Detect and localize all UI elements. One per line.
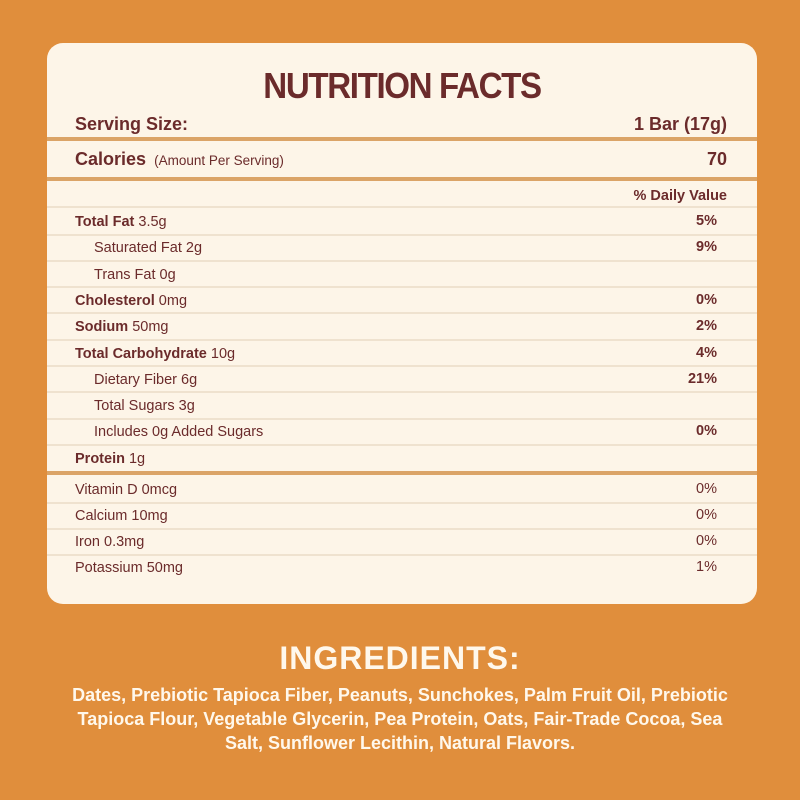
vitamin-name: Calcium 10mg: [75, 508, 168, 524]
vitamin-row: Calcium 10mg 0%: [47, 503, 757, 529]
nutrient-name: Cholesterol 0mg: [75, 292, 188, 309]
nutrient-name: Dietary Fiber 6g: [94, 371, 198, 388]
divider: [47, 553, 757, 556]
nutrient-dv: 9%: [696, 239, 717, 256]
nutrition-facts-panel: NUTRITION FACTS Serving Size: 1 Bar (17g…: [47, 43, 757, 604]
nutrient-dv: 0%: [696, 291, 717, 308]
vitamin-row: Vitamin D 0mcg 0%: [47, 477, 757, 503]
calories-value: 70: [706, 149, 727, 169]
nutrient-row: Dietary Fiber 6g 21%: [47, 367, 757, 393]
nutrient-name: Total Carbohydrate 10g: [75, 345, 236, 362]
nutrient-row: Sodium 50mg 2%: [47, 314, 757, 340]
nutrient-dv: 0%: [696, 423, 717, 440]
divider: [47, 471, 757, 475]
nutrition-title: NUTRITION FACTS: [263, 65, 542, 106]
divider: [47, 137, 757, 141]
nutrient-name: Total Fat 3.5g: [75, 214, 167, 230]
nutrient-dv: 2%: [696, 318, 717, 335]
vitamin-dv: 0%: [696, 533, 717, 549]
nutrient-name: Trans Fat 0g: [94, 266, 176, 283]
vitamin-dv: 0%: [696, 481, 717, 497]
vitamin-row: Iron 0.3mg 0%: [47, 529, 757, 555]
serving-size-label: Serving Size:: [75, 114, 189, 134]
divider: [47, 177, 757, 181]
divider: [47, 233, 757, 236]
nutrient-row: Trans Fat 0g: [47, 262, 757, 288]
divider: [47, 527, 757, 530]
vitamin-dv: 1%: [696, 559, 717, 575]
ingredients-text: Dates, Prebiotic Tapioca Fiber, Peanuts,…: [72, 685, 728, 753]
nutrient-row: Protein 1g: [47, 446, 757, 472]
nutrient-row: Cholesterol 0mg 0%: [47, 288, 757, 314]
nutrient-row: Total Carbohydrate 10g 4%: [47, 341, 757, 367]
divider: [47, 206, 757, 208]
vitamin-name: Vitamin D 0mcg: [75, 482, 178, 498]
divider: [47, 338, 757, 341]
nutrient-name: Total Sugars 3g: [94, 398, 195, 415]
ingredients-title: INGREDIENTS:: [279, 640, 521, 676]
divider: [47, 259, 757, 262]
vitamin-name: Potassium 50mg: [75, 560, 183, 576]
divider: [47, 501, 757, 504]
divider: [47, 312, 757, 315]
nutrient-row: Includes 0g Added Sugars 0%: [47, 419, 757, 445]
daily-value-header-row: % Daily Value: [47, 184, 757, 210]
nutrient-row: Total Sugars 3g: [47, 393, 757, 419]
vitamin-name: Iron 0.3mg: [75, 534, 145, 550]
daily-value-header: % Daily Value: [633, 188, 728, 204]
serving-size-value: 1 Bar (17g): [633, 114, 727, 134]
nutrient-name: Protein 1g: [75, 450, 146, 467]
nutrient-row: Total Fat 3.5g 5%: [47, 209, 757, 235]
divider: [47, 417, 757, 420]
nutrient-name: Sodium 50mg: [75, 319, 169, 336]
calories-label: Calories: [75, 149, 147, 169]
divider: [47, 391, 757, 394]
nutrient-name: Saturated Fat 2g: [94, 240, 203, 257]
calories-row: Calories (Amount Per Serving) 70: [47, 146, 757, 172]
vitamin-dv: 0%: [696, 507, 717, 523]
vitamin-row: Potassium 50mg 1%: [47, 555, 757, 581]
nutrient-name: Includes 0g Added Sugars: [94, 424, 264, 441]
nutrient-dv: 21%: [687, 370, 717, 387]
nutrient-dv: 5%: [696, 213, 717, 229]
serving-size-row: Serving Size: 1 Bar (17g): [47, 109, 757, 135]
nutrient-dv: 4%: [696, 344, 717, 361]
calories-note: (Amount Per Serving): [154, 153, 284, 168]
divider: [47, 443, 757, 446]
divider: [47, 286, 757, 289]
nutrient-row: Saturated Fat 2g 9%: [47, 235, 757, 261]
divider: [47, 365, 757, 367]
